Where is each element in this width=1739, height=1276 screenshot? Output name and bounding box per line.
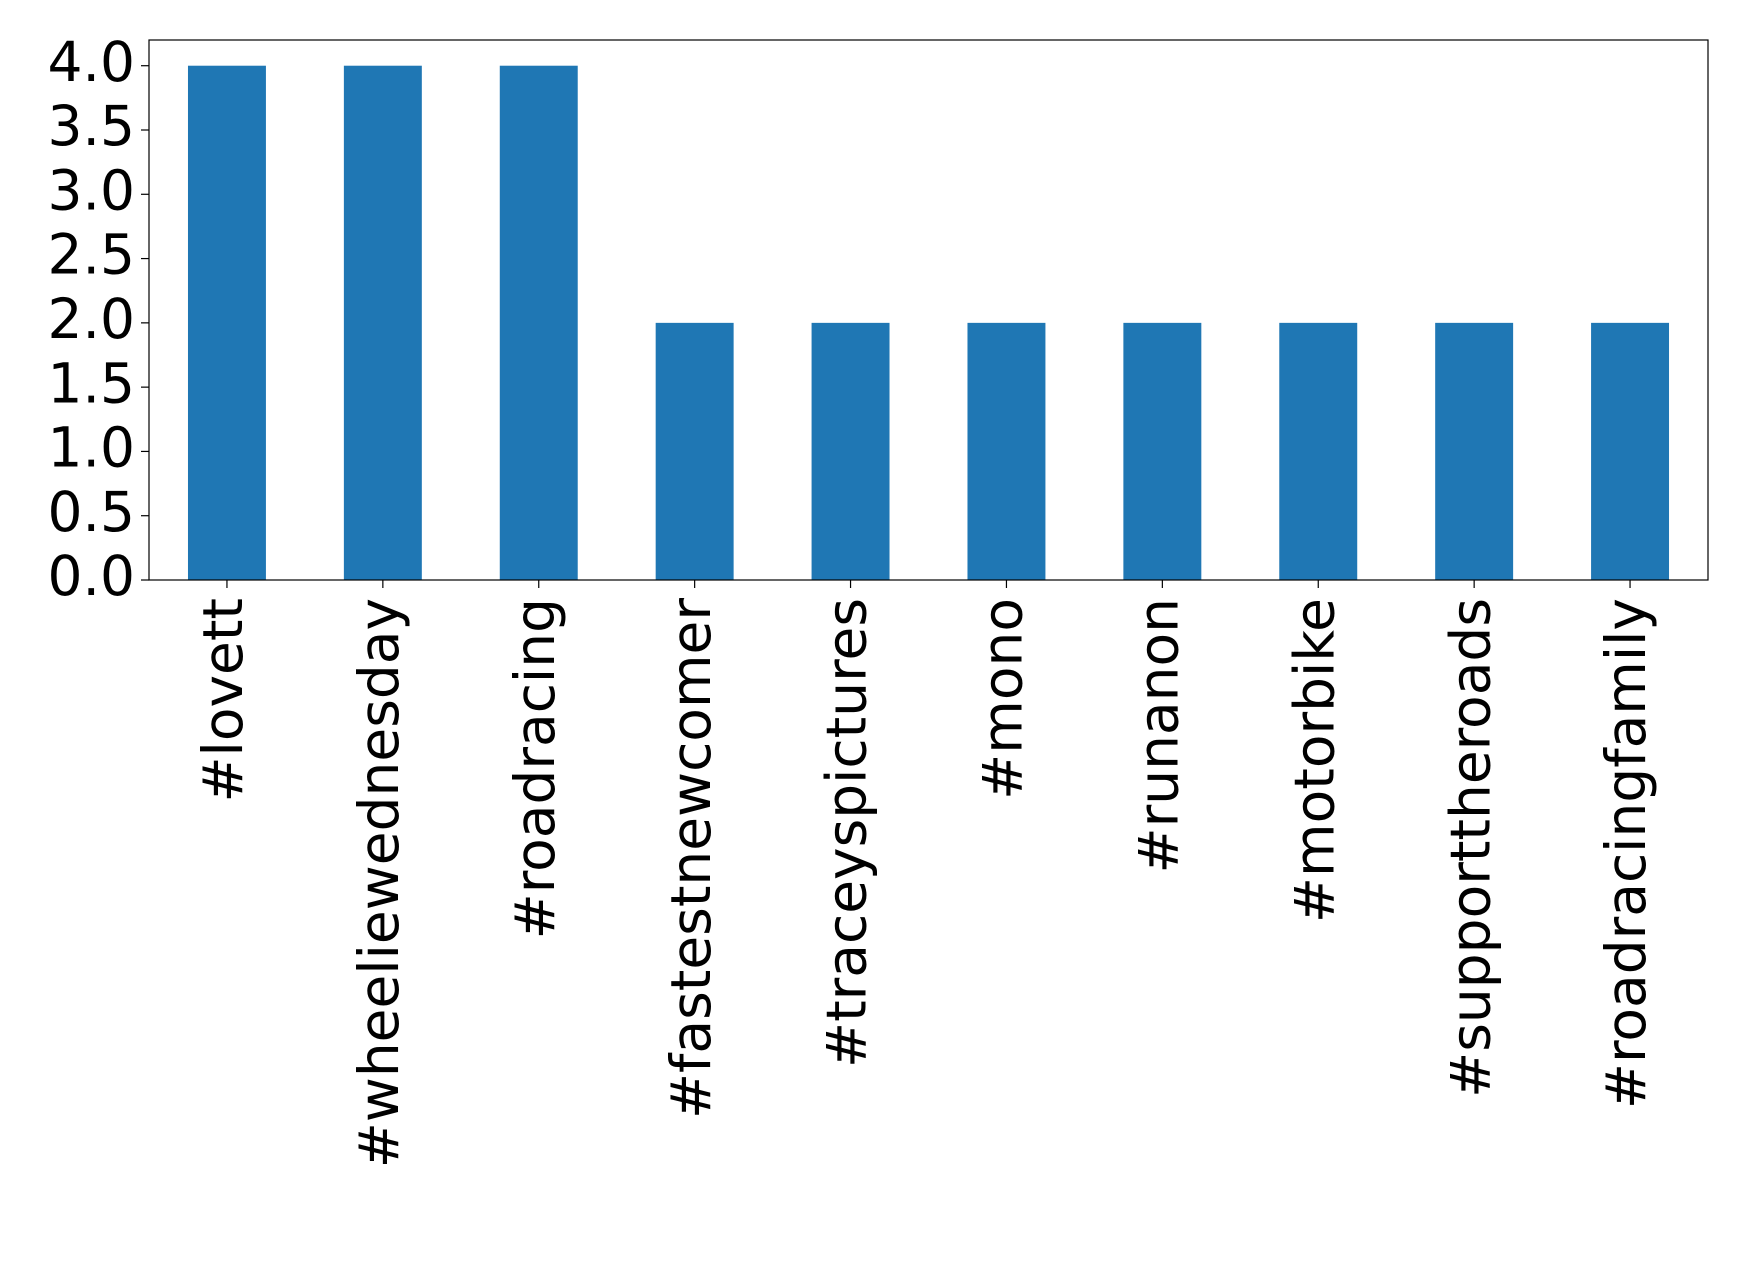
x-tick-label: #roadracing (503, 598, 567, 939)
y-tick-label: 0.0 (48, 544, 135, 608)
bar (1123, 322, 1202, 580)
x-tick-label: #lovett (191, 598, 255, 803)
y-tick-label: 2.0 (48, 287, 135, 351)
bar (343, 65, 422, 580)
bar (811, 322, 890, 580)
bar (967, 322, 1046, 580)
x-tick-label: #mono (971, 598, 1035, 800)
y-tick-label: 1.0 (48, 416, 135, 480)
bar (1591, 322, 1670, 580)
bar (187, 65, 266, 580)
x-tick-label: #supporttheroads (1438, 598, 1502, 1098)
x-tick-label: #roadracingfamily (1594, 598, 1658, 1109)
bar (1279, 322, 1358, 580)
y-tick-label: 4.0 (48, 30, 135, 94)
bar (499, 65, 578, 580)
y-tick-label: 0.5 (48, 480, 135, 544)
y-tick-label: 1.5 (48, 351, 135, 415)
x-tick-label: #wheeliewednesday (347, 598, 411, 1168)
y-tick-label: 3.5 (48, 94, 135, 158)
x-tick-label: #traceyspictures (815, 598, 879, 1068)
bar (1435, 322, 1514, 580)
plot-frame (148, 39, 1709, 581)
x-tick-label: #motorbike (1282, 598, 1346, 923)
y-tick-label: 3.0 (48, 158, 135, 222)
x-tick-label: #runanon (1126, 598, 1190, 873)
y-tick-label: 2.5 (48, 223, 135, 287)
x-tick-label: #fastestnewcomer (659, 598, 723, 1119)
bar (655, 322, 734, 580)
